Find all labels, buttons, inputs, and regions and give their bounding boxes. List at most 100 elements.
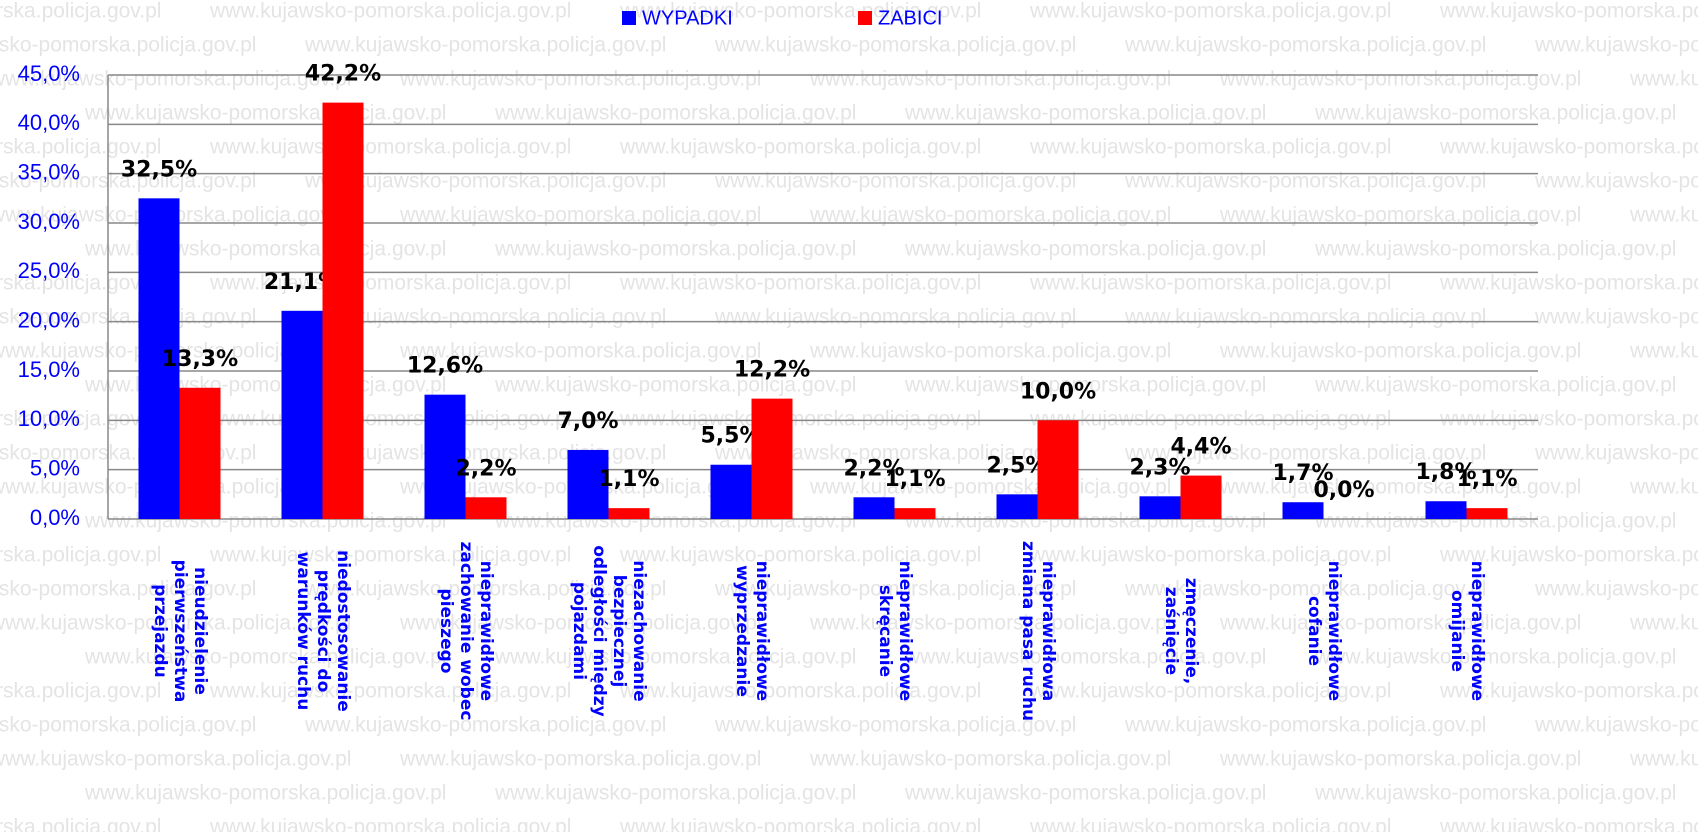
- watermark: www.kujawsko-pomorska.policja.gov.pl: [209, 408, 571, 431]
- watermark: www.kujawsko-pomorska.policja.gov.pl: [1439, 816, 1698, 832]
- data-label: 1,1%: [884, 467, 945, 492]
- bar: [996, 494, 1038, 519]
- watermark: www.kujawsko-pomorska.policja.gov.pl: [1629, 748, 1698, 771]
- watermark: www.kujawsko-pomorska.policja.gov.pl: [1219, 748, 1581, 771]
- watermark: www.kujawsko-pomorska.policja.gov.pl: [0, 170, 256, 193]
- watermark: www.kujawsko-pomorska.policja.gov.pl: [1029, 136, 1391, 159]
- bar: [179, 387, 221, 519]
- x-tick-label: nieprawidłowa zmiana pasa ruchu: [1017, 540, 1058, 722]
- watermark: www.kujawsko-pomorska.policja.gov.pl: [619, 272, 981, 295]
- watermark: www.kujawsko-pomorska.policja.gov.pl: [0, 612, 351, 635]
- watermark: www.kujawsko-pomorska.policja.gov.pl: [1219, 612, 1581, 635]
- watermark: www.kujawsko-pomorska.policja.gov.pl: [809, 340, 1171, 363]
- watermark: www.kujawsko-pomorska.policja.gov.pl: [1439, 408, 1698, 431]
- watermark: www.kujawsko-pomorska.policja.gov.pl: [1029, 680, 1391, 703]
- data-label: 12,2%: [734, 358, 810, 383]
- x-tick-label: niedostosowanie prędkości do warunków ru…: [292, 550, 353, 712]
- watermark: www.kujawsko-pomorska.policja.gov.pl: [809, 476, 1171, 499]
- bar: [1037, 420, 1079, 519]
- watermark: www.kujawsko-pomorska.policja.gov.pl: [904, 238, 1266, 261]
- data-label: 5,5%: [700, 424, 761, 449]
- watermark: www.kujawsko-pomorska.policja.gov.pl: [1439, 136, 1698, 159]
- watermark: www.kujawsko-pomorska.policja.gov.pl: [1124, 306, 1486, 329]
- watermark: www.kujawsko-pomorska.policja.gov.pl: [1314, 238, 1676, 261]
- watermark: www.kujawsko-pomorska.policja.gov.pl: [84, 374, 446, 397]
- watermark: www.kujawsko-pomorska.policja.gov.pl: [1029, 408, 1391, 431]
- watermark: www.kujawsko-pomorska.policja.gov.pl: [904, 374, 1266, 397]
- legend-label: WYPADKI: [642, 7, 733, 29]
- bar: [1425, 501, 1467, 519]
- watermark: www.kujawsko-pomorska.policja.gov.pl: [619, 544, 981, 567]
- bar: [424, 394, 466, 519]
- watermark: www.kujawsko-pomorska.policja.gov.pl: [494, 646, 856, 669]
- bar: [138, 198, 180, 520]
- watermark: www.kujawsko-pomorska.policja.gov.pl: [494, 782, 856, 805]
- watermark: www.kujawsko-pomorska.policja.gov.pl: [304, 306, 666, 329]
- watermark: www.kujawsko-pomorska.policja.gov.pl: [809, 204, 1171, 227]
- watermark: www.kujawsko-pomorska.policja.gov.pl: [1439, 272, 1698, 295]
- watermark: www.kujawsko-pomorska.policja.gov.pl: [84, 510, 446, 533]
- x-tick-label: zmęczenie, zaśnięcie: [1160, 577, 1201, 685]
- watermark: www.kujawsko-pomorska.policja.gov.pl: [209, 544, 571, 567]
- bar: [1180, 475, 1222, 519]
- watermark: www.kujawsko-pomorska.policja.gov.pl: [1219, 340, 1581, 363]
- watermark: www.kujawsko-pomorska.policja.gov.pl: [84, 782, 446, 805]
- y-tick-label: 20,0%: [18, 307, 80, 332]
- bar: [710, 464, 752, 519]
- watermark: www.kujawsko-pomorska.policja.gov.pl: [1029, 544, 1391, 567]
- watermark: www.kujawsko-pomorska.policja.gov.pl: [619, 0, 981, 23]
- bar: [567, 449, 609, 519]
- watermark: www.kujawsko-pomorska.policja.gov.pl: [494, 374, 856, 397]
- watermark: www.kujawsko-pomorska.policja.gov.pl: [714, 578, 1076, 601]
- watermark: www.kujawsko-pomorska.policja.gov.pl: [84, 646, 446, 669]
- watermark: www.kujawsko-pomorska.policja.gov.pl: [1219, 476, 1581, 499]
- watermark: www.kujawsko-pomorska.policja.gov.pl: [1439, 680, 1698, 703]
- watermark: www.kujawsko-pomorska.policja.gov.pl: [619, 680, 981, 703]
- bar: [281, 310, 323, 519]
- bar: [1282, 502, 1324, 519]
- legend-swatch: [622, 11, 636, 25]
- watermark: www.kujawsko-pomorska.policja.gov.pl: [714, 170, 1076, 193]
- data-label: 1,7%: [1272, 461, 1333, 486]
- watermark: www.kujawsko-pomorska.policja.gov.pl: [304, 578, 666, 601]
- x-tick-label: nieprawidłowe cofanie: [1303, 560, 1344, 702]
- watermark: www.kujawsko-pomorska.policja.gov.pl: [0, 0, 161, 23]
- watermark: www.kujawsko-pomorska.policja.gov.pl: [1029, 0, 1391, 23]
- watermark: www.kujawsko-pomorska.policja.gov.pl: [1629, 340, 1698, 363]
- data-label: 2,2%: [843, 456, 904, 481]
- watermark: www.kujawsko-pomorska.policja.gov.pl: [304, 170, 666, 193]
- watermark: www.kujawsko-pomorska.policja.gov.pl: [904, 102, 1266, 125]
- watermark: www.kujawsko-pomorska.policja.gov.pl: [1124, 170, 1486, 193]
- y-tick-label: 0,0%: [30, 505, 80, 530]
- watermark: www.kujawsko-pomorska.policja.gov.pl: [209, 272, 571, 295]
- data-label: 4,4%: [1170, 435, 1231, 460]
- legend-swatch: [858, 11, 872, 25]
- y-tick-label: 10,0%: [18, 406, 80, 431]
- data-label: 2,3%: [1129, 455, 1190, 480]
- x-tick-label: nieprawidłowe omijanie: [1446, 560, 1487, 702]
- watermark: www.kujawsko-pomorska.policja.gov.pl: [1314, 782, 1676, 805]
- watermark: www.kujawsko-pomorska.policja.gov.pl: [0, 306, 256, 329]
- watermark: www.kujawsko-pomorska.policja.gov.pl: [1314, 374, 1676, 397]
- watermark: www.kujawsko-pomorska.policja.gov.pl: [399, 748, 761, 771]
- y-tick-label: 45,0%: [18, 61, 80, 86]
- watermark: www.kujawsko-pomorska.policja.gov.pl: [619, 408, 981, 431]
- y-tick-label: 5,0%: [30, 455, 80, 480]
- watermark: www.kujawsko-pomorska.policja.gov.pl: [1029, 272, 1391, 295]
- data-label: 10,0%: [1020, 379, 1096, 404]
- watermark: www.kujawsko-pomorska.policja.gov.pl: [1629, 204, 1698, 227]
- watermark: www.kujawsko-pomorska.policja.gov.pl: [0, 68, 351, 91]
- watermark: www.kujawsko-pomorska.policja.gov.pl: [209, 816, 571, 832]
- watermark: www.kujawsko-pomorska.policja.gov.pl: [904, 782, 1266, 805]
- x-tick-label: nieprawidłowe skręcanie: [874, 560, 915, 702]
- data-label: 13,3%: [162, 347, 238, 372]
- data-label: 1,1%: [1456, 467, 1517, 492]
- watermark: www.kujawsko-pomorska.policja.gov.pl: [0, 408, 161, 431]
- watermark: www.kujawsko-pomorska.policja.gov.pl: [809, 68, 1171, 91]
- bar: [853, 497, 895, 519]
- watermark: www.kujawsko-pomorska.policja.gov.pl: [1314, 510, 1676, 533]
- watermark: www.kujawsko-pomorska.policja.gov.pl: [1124, 442, 1486, 465]
- watermark: www.kujawsko-pomorska.policja.gov.pl: [1124, 34, 1486, 57]
